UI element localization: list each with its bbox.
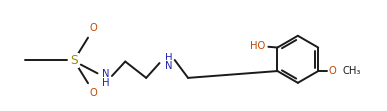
Text: N: N — [165, 61, 172, 71]
Text: HO: HO — [250, 41, 265, 51]
Text: H: H — [102, 78, 110, 88]
Text: H: H — [165, 53, 172, 63]
Text: O: O — [89, 23, 97, 33]
Text: CH₃: CH₃ — [342, 66, 361, 76]
Text: O: O — [329, 66, 337, 76]
Text: O: O — [89, 88, 97, 98]
Text: N: N — [102, 69, 110, 79]
Text: S: S — [70, 54, 78, 67]
